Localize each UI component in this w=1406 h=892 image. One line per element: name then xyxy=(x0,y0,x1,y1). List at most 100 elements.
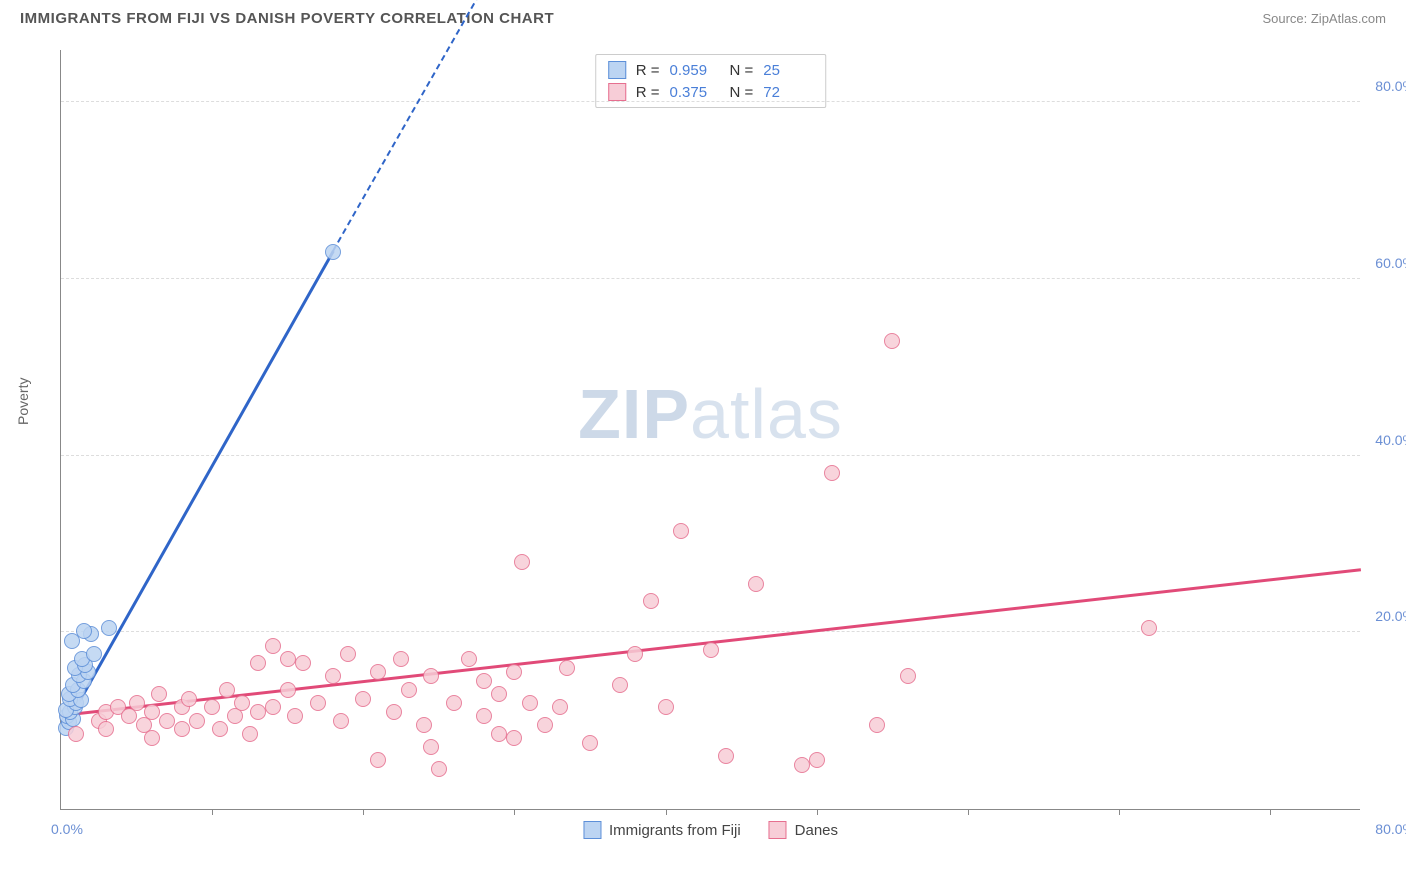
danes-point xyxy=(506,730,522,746)
y-tick-label: 40.0% xyxy=(1375,432,1406,448)
chart-container: Poverty ZIPatlas R =0.959N =25R =0.375N … xyxy=(20,40,1386,850)
danes-legend-swatch xyxy=(769,821,787,839)
danes-point xyxy=(280,682,296,698)
gridline xyxy=(61,101,1360,102)
danes-point xyxy=(265,638,281,654)
danes-point xyxy=(370,664,386,680)
danes-point xyxy=(559,660,575,676)
series-legend: Immigrants from Fiji Danes xyxy=(583,821,838,839)
danes-point xyxy=(250,655,266,671)
danes-point xyxy=(612,677,628,693)
danes-point xyxy=(370,752,386,768)
x-tick xyxy=(212,809,213,815)
danes-point xyxy=(212,721,228,737)
danes-point xyxy=(333,713,349,729)
danes-n-value: 72 xyxy=(763,84,813,101)
danes-point xyxy=(159,713,175,729)
danes-point xyxy=(340,646,356,662)
danes-point xyxy=(234,695,250,711)
legend-stat-row-fiji: R =0.959N =25 xyxy=(608,59,814,81)
danes-point xyxy=(476,673,492,689)
fiji-point xyxy=(86,646,102,662)
y-tick-label: 20.0% xyxy=(1375,608,1406,624)
danes-point xyxy=(718,748,734,764)
x-tick xyxy=(1119,809,1120,815)
plot-area: ZIPatlas R =0.959N =25R =0.375N =72 0.0%… xyxy=(60,50,1360,810)
danes-point xyxy=(287,708,303,724)
watermark-bold: ZIP xyxy=(578,375,690,453)
source-link[interactable]: ZipAtlas.com xyxy=(1311,11,1386,26)
danes-point xyxy=(423,739,439,755)
danes-point xyxy=(809,752,825,768)
danes-point xyxy=(476,708,492,724)
danes-point xyxy=(446,695,462,711)
x-tick xyxy=(514,809,515,815)
danes-point xyxy=(522,695,538,711)
danes-point xyxy=(506,664,522,680)
danes-point xyxy=(514,554,530,570)
gridline xyxy=(61,455,1360,456)
danes-point xyxy=(582,735,598,751)
legend-item-danes: Danes xyxy=(769,821,838,839)
danes-point xyxy=(189,713,205,729)
danes-point xyxy=(144,730,160,746)
danes-point xyxy=(461,651,477,667)
danes-point xyxy=(423,668,439,684)
danes-point xyxy=(552,699,568,715)
y-axis-label: Poverty xyxy=(15,378,31,425)
danes-point xyxy=(658,699,674,715)
n-label: N = xyxy=(730,84,754,101)
x-axis-min-label: 0.0% xyxy=(51,821,83,837)
danes-r-value: 0.375 xyxy=(670,84,720,101)
danes-point xyxy=(491,726,507,742)
n-label: N = xyxy=(730,62,754,79)
danes-point xyxy=(325,668,341,684)
danes-point xyxy=(748,576,764,592)
danes-point xyxy=(401,682,417,698)
fiji-point xyxy=(101,620,117,636)
fiji-point xyxy=(325,244,341,260)
danes-point xyxy=(295,655,311,671)
danes-point xyxy=(144,704,160,720)
danes-point xyxy=(151,686,167,702)
danes-point xyxy=(355,691,371,707)
y-tick-label: 60.0% xyxy=(1375,255,1406,271)
danes-point xyxy=(416,717,432,733)
gridline xyxy=(61,631,1360,632)
source-prefix: Source: xyxy=(1262,11,1310,26)
watermark: ZIPatlas xyxy=(578,374,843,454)
danes-point xyxy=(280,651,296,667)
x-tick xyxy=(1270,809,1271,815)
danes-legend-label: Danes xyxy=(795,822,838,839)
danes-point xyxy=(869,717,885,733)
danes-point xyxy=(68,726,84,742)
fiji-legend-label: Immigrants from Fiji xyxy=(609,822,741,839)
danes-point xyxy=(673,523,689,539)
danes-point xyxy=(491,686,507,702)
r-label: R = xyxy=(636,84,660,101)
danes-point xyxy=(794,757,810,773)
x-tick xyxy=(817,809,818,815)
danes-swatch xyxy=(608,83,626,101)
fiji-swatch xyxy=(608,61,626,79)
danes-point xyxy=(174,721,190,737)
danes-point xyxy=(703,642,719,658)
danes-point xyxy=(310,695,326,711)
r-label: R = xyxy=(636,62,660,79)
danes-point xyxy=(431,761,447,777)
danes-point xyxy=(627,646,643,662)
danes-point xyxy=(219,682,235,698)
danes-point xyxy=(900,668,916,684)
danes-point xyxy=(181,691,197,707)
danes-point xyxy=(386,704,402,720)
fiji-r-value: 0.959 xyxy=(670,62,720,79)
danes-point xyxy=(884,333,900,349)
danes-point xyxy=(242,726,258,742)
danes-point xyxy=(643,593,659,609)
correlation-legend: R =0.959N =25R =0.375N =72 xyxy=(595,54,827,108)
danes-point xyxy=(250,704,266,720)
danes-point xyxy=(129,695,145,711)
x-axis-max-label: 80.0% xyxy=(1375,821,1406,837)
x-tick xyxy=(968,809,969,815)
legend-stat-row-danes: R = 0.375 N = 72 xyxy=(608,81,814,103)
